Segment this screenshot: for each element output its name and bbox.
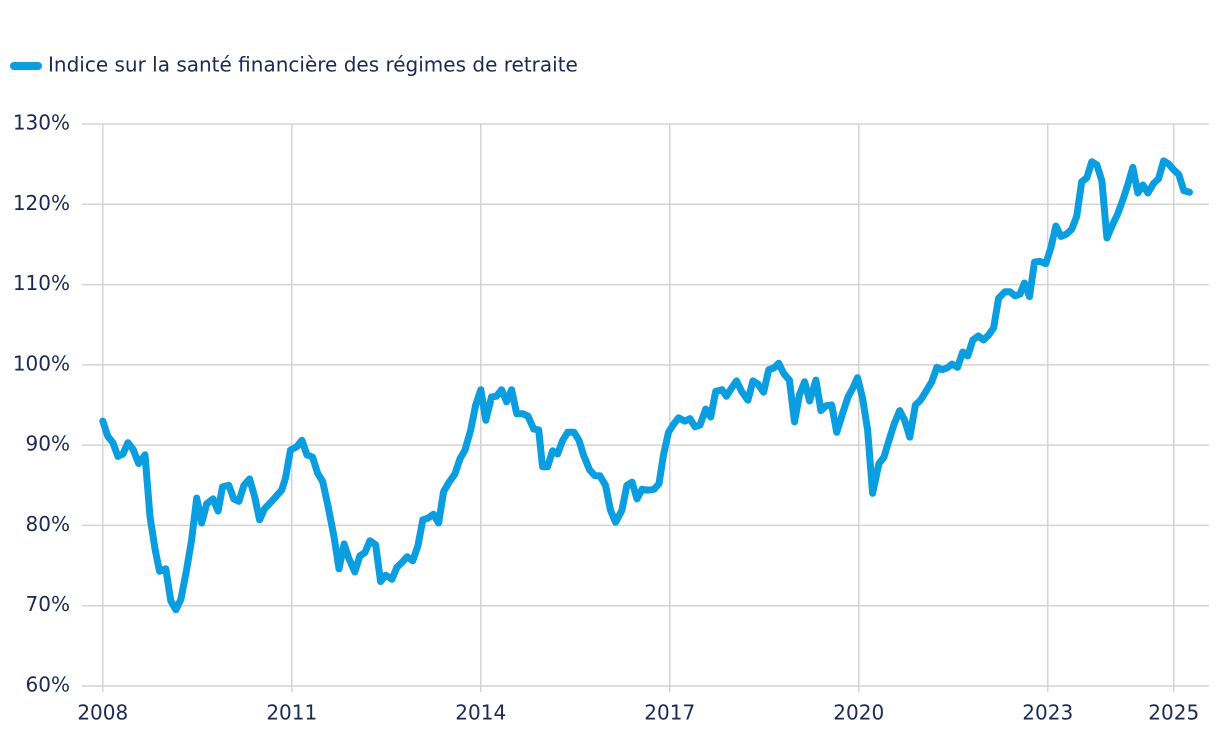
y-tick-label: 90% <box>26 432 70 456</box>
y-tick-label: 120% <box>13 191 70 215</box>
y-tick-label: 80% <box>26 512 70 536</box>
x-tick-label: 2017 <box>644 701 695 725</box>
y-tick-label: 110% <box>13 271 70 295</box>
y-tick-label: 70% <box>26 592 70 616</box>
legend-label: Indice sur la santé financière des régim… <box>48 53 578 77</box>
x-tick-label: 2011 <box>266 701 317 725</box>
x-tick-label: 2014 <box>455 701 506 725</box>
y-tick-label: 100% <box>13 351 70 375</box>
y-tick-label: 130% <box>13 111 70 135</box>
x-tick-label: 2023 <box>1022 701 1073 725</box>
y-tick-label: 60% <box>26 673 70 697</box>
x-tick-label: 2025 <box>1148 701 1199 725</box>
data-line <box>99 157 1193 614</box>
x-tick-label: 2008 <box>77 701 128 725</box>
x-tick-label: 2020 <box>833 701 884 725</box>
